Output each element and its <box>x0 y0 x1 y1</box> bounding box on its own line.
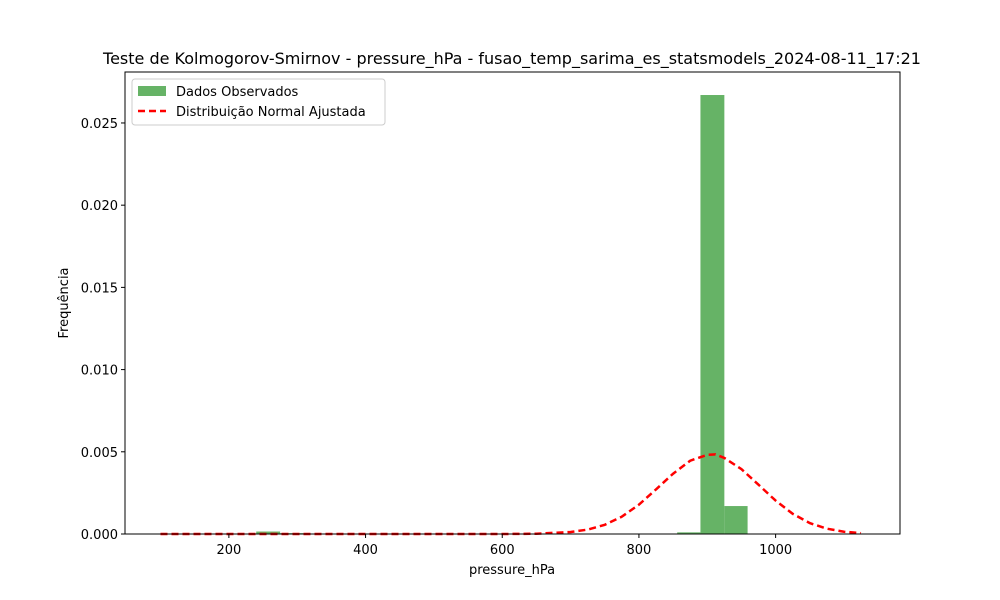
fitted-line-layer <box>160 453 862 536</box>
y-tick-label: 0.005 <box>81 446 118 461</box>
histogram-bar-4 <box>700 95 725 534</box>
legend-label-observed: Dados Observados <box>176 85 299 100</box>
y-tick-label: 0.020 <box>81 199 118 214</box>
x-axis-label: pressure_hPa <box>469 563 555 578</box>
y-axis-label: Frequência <box>57 267 72 338</box>
x-tick-label: 200 <box>216 543 241 558</box>
y-axis-ticks: 0.000 0.005 0.010 0.015 0.020 0.025 <box>81 117 125 543</box>
y-tick-label: 0.015 <box>81 281 118 296</box>
chart-title: Teste de Kolmogorov-Smirnov - pressure_h… <box>102 49 921 69</box>
legend: Dados Observados Distribuição Normal Aju… <box>131 78 386 126</box>
x-axis-ticks: 200 400 600 800 1000 <box>216 534 792 558</box>
histogram-bar-0 <box>256 531 281 534</box>
x-tick-label: 1000 <box>759 543 792 558</box>
x-tick-label: 800 <box>627 543 652 558</box>
x-tick-label: 400 <box>353 543 378 558</box>
x-tick-label: 600 <box>490 543 515 558</box>
legend-box <box>131 78 386 126</box>
y-tick-label: 0.010 <box>81 364 118 379</box>
legend-swatch-observed <box>138 86 166 96</box>
histogram-bar-5 <box>724 506 748 534</box>
plot-frame <box>124 71 901 535</box>
y-tick-label: 0.025 <box>81 117 118 132</box>
y-tick-label: 0.000 <box>81 528 118 543</box>
plot-area <box>125 72 900 534</box>
histogram-bar-3 <box>677 532 701 534</box>
legend-label-fitted: Distribuição Normal Ajustada <box>176 105 366 120</box>
fitted-normal-line <box>160 453 862 536</box>
